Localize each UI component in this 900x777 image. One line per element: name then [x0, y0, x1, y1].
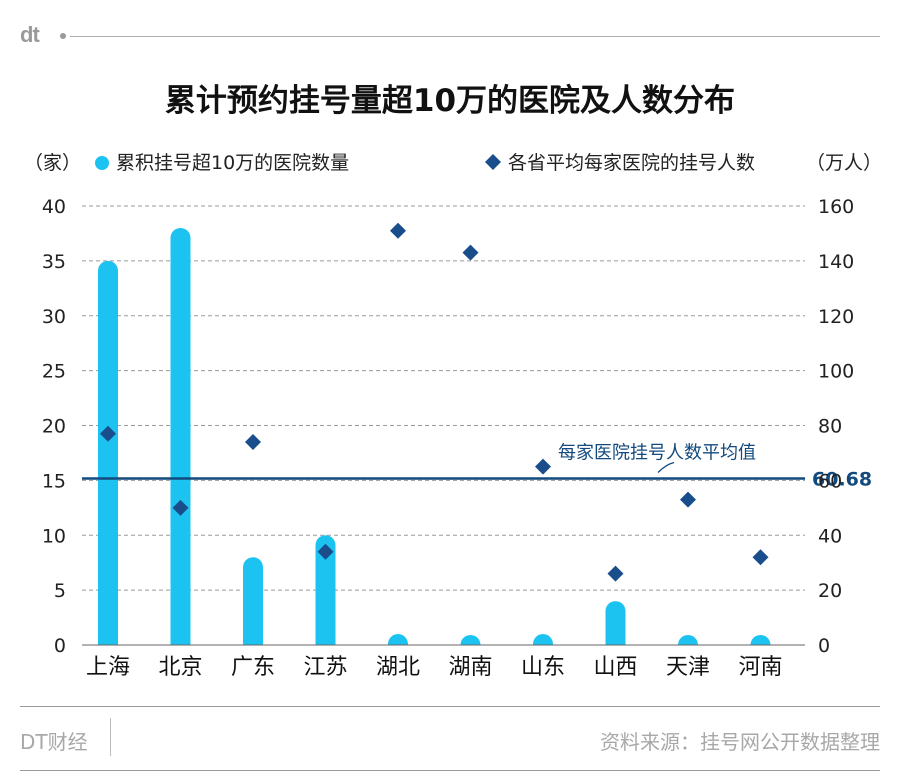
- right-tick-label: 0: [818, 635, 830, 657]
- left-tick-label: 10: [42, 525, 66, 547]
- category-label: 河南: [738, 655, 782, 680]
- diamond-上海: [100, 425, 116, 442]
- footer-rule-bottom: [20, 770, 880, 771]
- diamond-江苏: [317, 543, 334, 560]
- left-tick-label: 35: [42, 251, 66, 273]
- right-tick-label: 20: [818, 580, 842, 602]
- category-label: 湖南: [448, 655, 492, 680]
- bars: [82, 227, 805, 659]
- diamond-河南: [752, 549, 769, 566]
- diamond-markers: [100, 222, 769, 582]
- legend-diamond-label: 各省平均每家医院的挂号人数: [508, 152, 755, 174]
- left-tick-label: 0: [54, 635, 66, 657]
- diamond-广东: [245, 433, 261, 450]
- footer-brand: DT财经: [20, 730, 88, 754]
- left-tick-label: 5: [54, 580, 66, 602]
- category-label: 上海: [86, 655, 130, 680]
- left-tick-label: 40: [42, 196, 66, 218]
- diamond-湖北: [390, 222, 406, 239]
- category-label: 江苏: [303, 655, 347, 680]
- legend-diamond-marker: [485, 154, 501, 170]
- right-tick-label: 120: [818, 306, 854, 328]
- footer-separator: [110, 718, 111, 756]
- category-label: 北京: [158, 655, 202, 680]
- category-label: 山西: [593, 655, 637, 680]
- category-label: 广东: [231, 655, 275, 680]
- diamond-湖南: [462, 244, 479, 261]
- left-tick-label: 20: [42, 416, 66, 438]
- right-tick-label: 140: [818, 251, 854, 273]
- bar-上海: [98, 260, 118, 655]
- category-label: 湖北: [376, 655, 420, 680]
- chart-title: 累计预约挂号量超10万的医院及人数分布: [164, 83, 736, 119]
- average-label-pointer: [657, 461, 675, 473]
- right-tick-label: 100: [818, 361, 854, 383]
- bar-山西: [605, 601, 626, 655]
- diamond-天津: [680, 491, 696, 508]
- left-tick-label: 30: [42, 306, 66, 328]
- axis-labels: 0 5 10 15 20 25 30 35 40 0 20 40 60 80 100 120 140 160 上海 北…: [42, 196, 854, 680]
- chart: 60.68 每家医院挂号人数平均值 0 5 10 15 20 25 30 35 40 0 20 40 60…: [24, 152, 882, 680]
- footer-source: 资料来源：挂号网公开数据整理: [600, 730, 880, 754]
- footer-rule-top: [20, 706, 880, 707]
- right-tick-label: 80: [818, 416, 842, 438]
- left-tick-label: 15: [42, 470, 66, 492]
- bar-江苏: [315, 535, 336, 655]
- legend-bar-marker: [95, 156, 109, 170]
- right-axis-unit: （万人）: [806, 152, 882, 174]
- right-tick-label: 60: [818, 470, 842, 492]
- diamond-山西: [607, 565, 624, 582]
- average-line-group: 60.68 每家医院挂号人数平均值: [82, 443, 872, 491]
- diamond-山东: [535, 458, 551, 475]
- legend-bar-label: 累积挂号超10万的医院数量: [116, 152, 349, 174]
- category-label: 山东: [521, 655, 565, 680]
- category-label: 天津: [666, 655, 710, 680]
- left-axis-unit: （家）: [24, 152, 81, 174]
- bar-广东: [243, 557, 263, 655]
- legend: （家） 累积挂号超10万的医院数量 各省平均每家医院的挂号人数 （万人）: [24, 152, 882, 174]
- dt-logo: dt: [20, 22, 40, 47]
- average-value-label: 60.68: [812, 469, 872, 491]
- right-tick-label: 160: [818, 196, 854, 218]
- logo-dot: [60, 33, 66, 39]
- header-rule: [70, 36, 880, 37]
- bar-北京: [170, 227, 191, 655]
- average-line-label: 每家医院挂号人数平均值: [558, 443, 756, 464]
- right-tick-label: 40: [818, 525, 842, 547]
- left-tick-label: 25: [42, 361, 66, 383]
- bar-baseline-mask: [82, 645, 805, 659]
- diamond-北京: [172, 499, 189, 516]
